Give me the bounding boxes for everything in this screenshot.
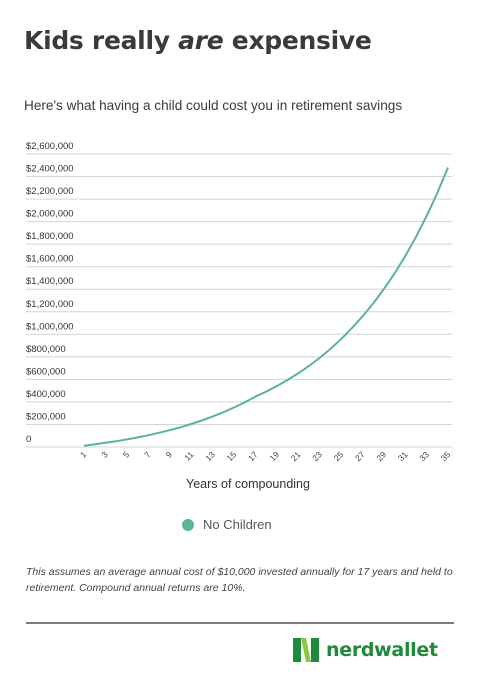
nerdwallet-logo: nerdwallet [292,636,438,664]
y-tick-label: $600,000 [26,366,66,377]
y-tick-label: $200,000 [26,411,66,422]
y-tick-label: $1,000,000 [26,321,74,332]
y-tick-label: $2,600,000 [26,141,74,152]
x-tick-label: 19 [267,449,281,463]
nerdwallet-n-icon [293,638,319,662]
y-tick-label: 0 [26,434,31,445]
legend: No Children [182,517,272,532]
divider [26,622,454,624]
x-tick-label: 25 [332,449,346,463]
x-tick-label: 33 [417,449,431,463]
y-tick-label: $2,200,000 [26,186,74,197]
x-tick-label: 17 [246,449,260,463]
x-tick-label: 5 [121,449,132,460]
x-tick-label: 1 [78,449,89,460]
footnote: This assumes an average annual cost of $… [26,566,453,595]
series-line-no-children [83,167,449,447]
x-tick-label: 21 [289,449,303,463]
y-tick-label: $800,000 [26,344,66,355]
y-tick-label: $2,400,000 [26,164,74,175]
chart-subtitle: Here's what having a child could cost yo… [24,98,403,113]
x-tick-label: 11 [182,449,196,463]
x-axis-label: Years of compounding [186,477,310,491]
y-tick-label: $1,600,000 [26,254,74,265]
y-tick-label: $1,800,000 [26,231,74,242]
x-tick-label: 27 [353,449,367,463]
brand-name: nerdwallet [326,639,438,661]
y-tick-label: $1,400,000 [26,276,74,287]
y-tick-label: $2,000,000 [26,209,74,220]
x-tick-label: 23 [310,449,324,463]
x-tick-label: 31 [396,449,410,463]
y-tick-label: $1,200,000 [26,299,74,310]
x-tick-label: 3 [99,449,110,460]
x-tick-label: 7 [142,449,153,460]
title-emphasis: are [178,26,224,55]
line-chart: 0 $200,000 $400,000 $600,000 $800,000 $1,000,… [26,141,453,491]
chart-title: Kids really are expensive [24,26,372,55]
x-tick-label: 35 [439,449,453,463]
legend-label-no-children: No Children [203,517,272,532]
x-tick-label: 9 [164,449,175,460]
y-tick-label: $400,000 [26,389,66,400]
legend-swatch-no-children [182,518,194,531]
x-tick-label: 13 [203,449,217,463]
x-tick-label: 15 [225,449,239,463]
x-tick-label: 29 [374,449,388,463]
